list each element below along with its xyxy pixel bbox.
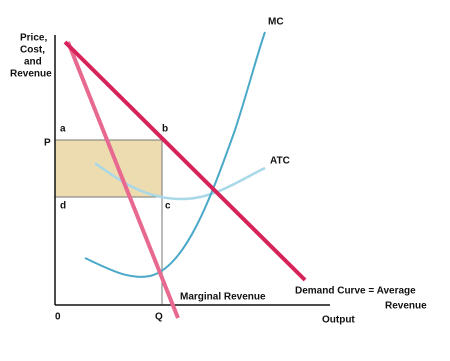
y-axis-label: Cost, — [20, 45, 45, 56]
x-axis-label: Output — [322, 315, 355, 326]
demand-label: Demand Curve = Average — [295, 286, 416, 297]
y-axis-label: Revenue — [10, 69, 52, 80]
marginal-revenue-curve — [66, 41, 180, 319]
point-label: a — [60, 124, 66, 135]
point-label: b — [162, 124, 168, 135]
demand-label: Revenue — [385, 301, 427, 312]
quantity-label: Q — [155, 312, 163, 323]
atc-label: ATC — [270, 156, 290, 167]
point-label: c — [165, 201, 171, 212]
profit-rectangle — [54, 139, 163, 198]
y-axis-label: and — [24, 57, 42, 68]
point-label: d — [60, 201, 66, 212]
origin-label: 0 — [55, 312, 61, 323]
mc-curve — [84, 31, 266, 278]
mc-label: MC — [268, 17, 284, 28]
demand-curve — [63, 40, 307, 282]
y-axis-label: Price, — [20, 33, 47, 44]
atc-curve — [94, 161, 266, 201]
price-label: P — [44, 138, 51, 149]
marginal-revenue-label: Marginal Revenue — [180, 292, 266, 303]
